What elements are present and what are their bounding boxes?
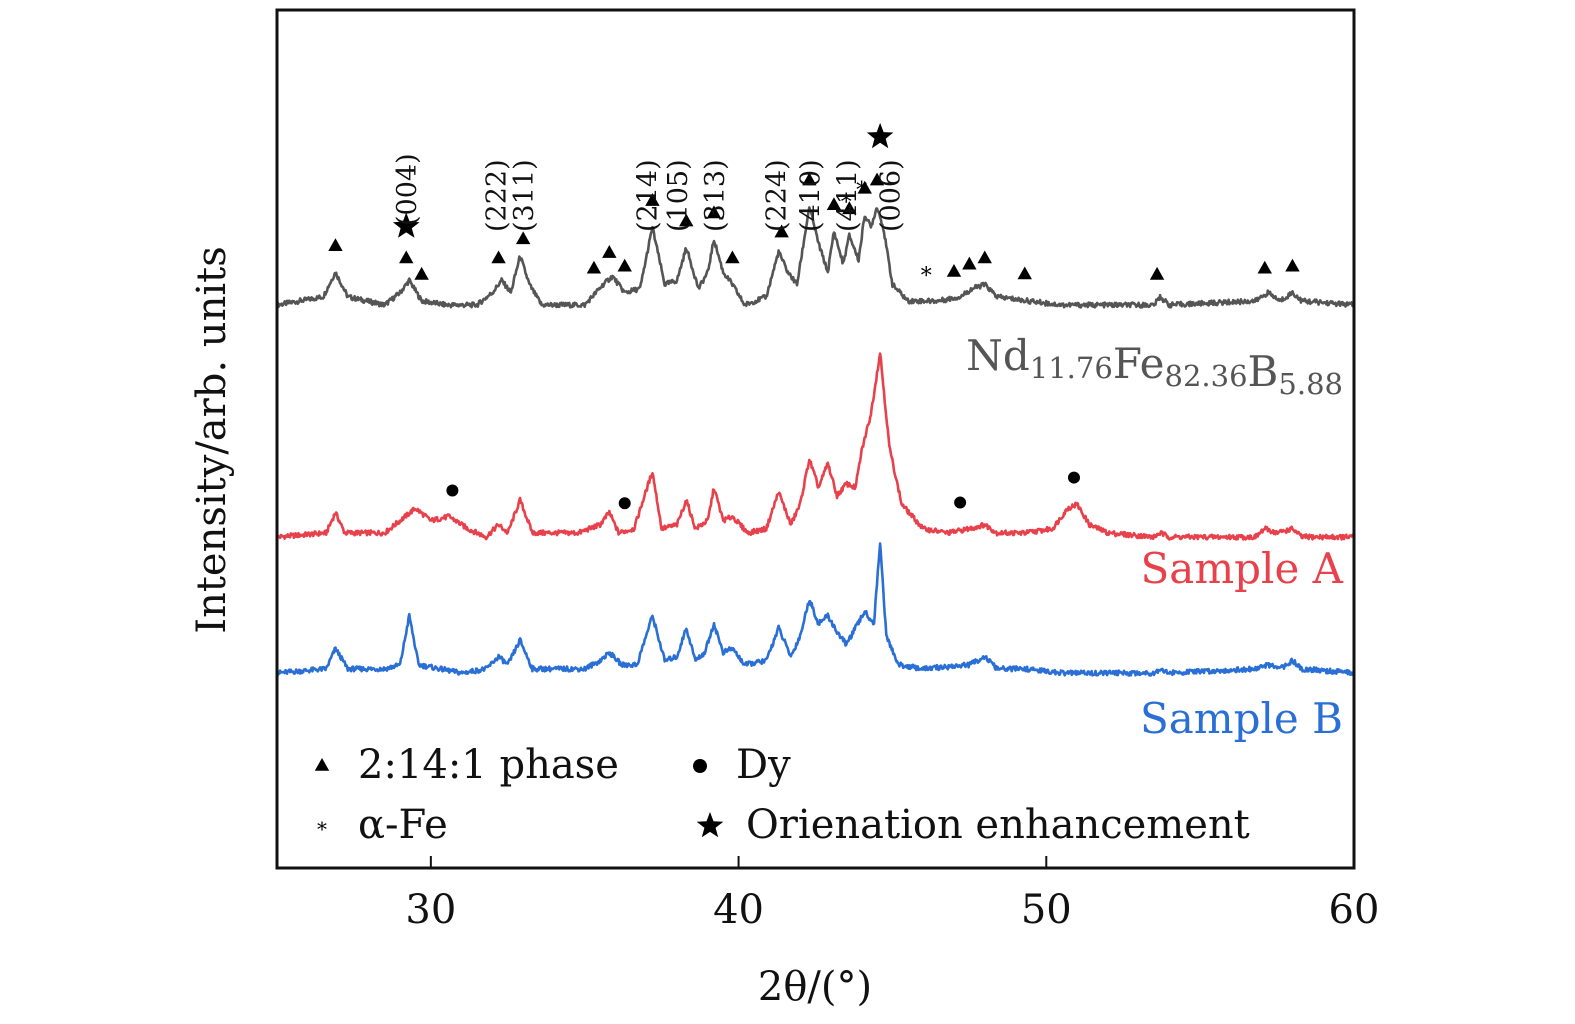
triangle-marker xyxy=(842,201,857,215)
triangle-marker xyxy=(725,250,740,264)
x-axis: 30 40 50 60 xyxy=(405,856,1379,933)
triangle-marker xyxy=(314,758,330,771)
triangle-marker xyxy=(399,250,414,264)
plot-frame xyxy=(275,8,1356,870)
series-line xyxy=(275,206,1356,309)
triangle-marker xyxy=(826,197,842,210)
star-marker xyxy=(696,812,724,838)
triangle-marker xyxy=(414,266,429,280)
y-axis-title: Intensity/arb. units xyxy=(189,246,235,633)
triangle-marker xyxy=(1017,266,1032,280)
asterisk-marker: * xyxy=(856,178,867,203)
triangle-marker xyxy=(962,256,977,270)
star-marker xyxy=(866,122,894,149)
series-label: Sample B xyxy=(1140,694,1343,743)
x-axis-title: 2θ/(°) xyxy=(758,964,872,1010)
dot-marker xyxy=(618,497,631,510)
series-label: Nd11.76Fe82.36B5.88 xyxy=(966,331,1343,401)
triangle-marker xyxy=(802,172,817,186)
dot-marker xyxy=(693,759,707,773)
triangle-marker xyxy=(679,213,694,227)
miller-index: (311) xyxy=(509,159,540,232)
miller-index: (105) xyxy=(663,159,694,232)
legend: 2:14:1 phase Dy * α-Fe Orienation enhancemen… xyxy=(314,742,1250,848)
legend-label: Dy xyxy=(736,742,791,788)
miller-index: (313) xyxy=(700,159,731,232)
triangle-marker xyxy=(515,231,531,245)
asterisk-marker: * xyxy=(921,264,932,289)
x-tick-label: 60 xyxy=(1329,887,1380,933)
miller-index: (411) xyxy=(832,159,863,232)
triangle-marker xyxy=(1285,258,1300,272)
series-line xyxy=(275,352,1356,541)
triangle-marker xyxy=(706,205,722,219)
x-tick-label: 40 xyxy=(713,887,764,933)
miller-index: (006) xyxy=(875,159,906,232)
miller-index: (222) xyxy=(481,159,512,232)
triangle-marker xyxy=(774,224,789,238)
dot-marker xyxy=(1067,471,1080,484)
triangle-marker xyxy=(491,250,506,264)
series-label: Sample A xyxy=(1141,544,1344,593)
dot-marker xyxy=(446,484,459,497)
triangle-marker xyxy=(857,180,872,194)
triangle-marker xyxy=(1257,260,1272,274)
triangle-marker xyxy=(946,263,962,277)
x-tick-label: 50 xyxy=(1021,887,1072,933)
triangle-marker xyxy=(617,258,632,272)
miller-index: (004) xyxy=(392,153,423,226)
miller-index: (214) xyxy=(632,159,663,232)
legend-label: α-Fe xyxy=(358,802,448,848)
triangle-marker xyxy=(586,260,602,274)
miller-index: (224) xyxy=(761,159,792,232)
asterisk-marker: * xyxy=(317,817,327,841)
asterisk-marker: * xyxy=(841,191,852,216)
triangle-marker xyxy=(602,245,617,258)
star-marker xyxy=(392,212,420,238)
triangle-marker xyxy=(645,193,660,206)
series-line xyxy=(276,542,1355,677)
triangle-marker xyxy=(869,172,885,186)
triangle-marker xyxy=(977,250,992,264)
miller-index: (410) xyxy=(795,159,826,232)
x-tick-label: 30 xyxy=(405,887,456,933)
dot-marker xyxy=(954,496,967,509)
triangle-marker xyxy=(1149,266,1165,280)
legend-label: 2:14:1 phase xyxy=(358,742,619,788)
triangle-marker xyxy=(328,238,343,251)
legend-label: Orienation enhancement xyxy=(746,802,1250,848)
